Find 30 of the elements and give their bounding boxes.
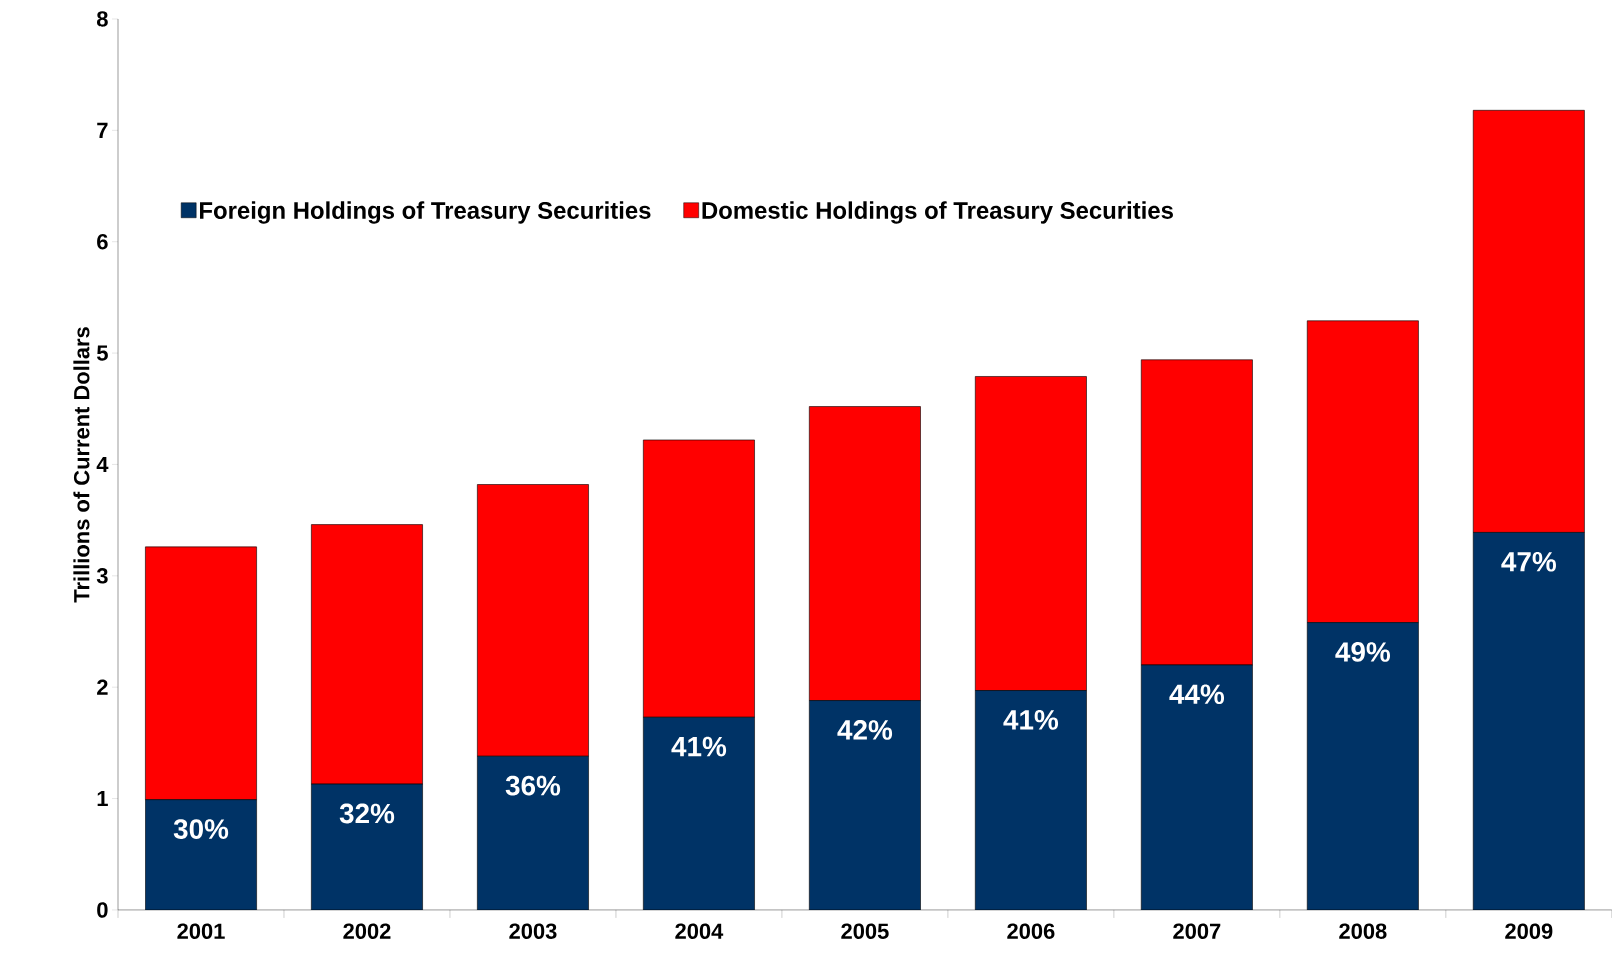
y-tick-label: 5 [96, 345, 108, 361]
x-tick-label: 2009 [1505, 923, 1553, 939]
legend-label: Foreign Holdings of Treasury Securities [200, 201, 651, 224]
y-tick-label: 0 [97, 902, 108, 918]
annotation: 44% [1169, 684, 1225, 705]
annotation: 42% [837, 720, 893, 740]
y-tick-label: 2 [97, 679, 108, 695]
x-tick-label: 2008 [1339, 923, 1387, 939]
legend-label: Domestic Holdings of Treasury Securities [702, 201, 1173, 224]
y-axis-title: Trillions of Current Dollars [73, 327, 90, 603]
y-tick-label: 4 [96, 456, 109, 473]
annotation: 36% [505, 775, 561, 796]
annotation: 41% [1003, 710, 1059, 730]
x-tick-label: 2002 [343, 923, 391, 939]
x-tick-label: 2006 [1007, 923, 1055, 939]
x-tick-label: 2004 [675, 923, 724, 939]
annotation: 49% [1335, 642, 1391, 662]
annotation: 47% [1501, 551, 1556, 572]
x-tick-label: 2005 [841, 923, 889, 939]
x-tick-label: 2007 [1173, 923, 1221, 939]
y-tick-label: 1 [97, 791, 108, 807]
annotation: 41% [671, 736, 727, 757]
y-tick-label: 3 [96, 568, 108, 584]
x-tick-label: 2001 [177, 923, 225, 939]
y-tick-label: 6 [97, 233, 108, 250]
y-tick-label: 8 [97, 11, 108, 27]
annotation: 30% [173, 819, 229, 840]
x-tick-label: 2003 [509, 923, 557, 940]
annotation: 32% [339, 803, 395, 824]
y-tick-label: 7 [97, 122, 108, 138]
